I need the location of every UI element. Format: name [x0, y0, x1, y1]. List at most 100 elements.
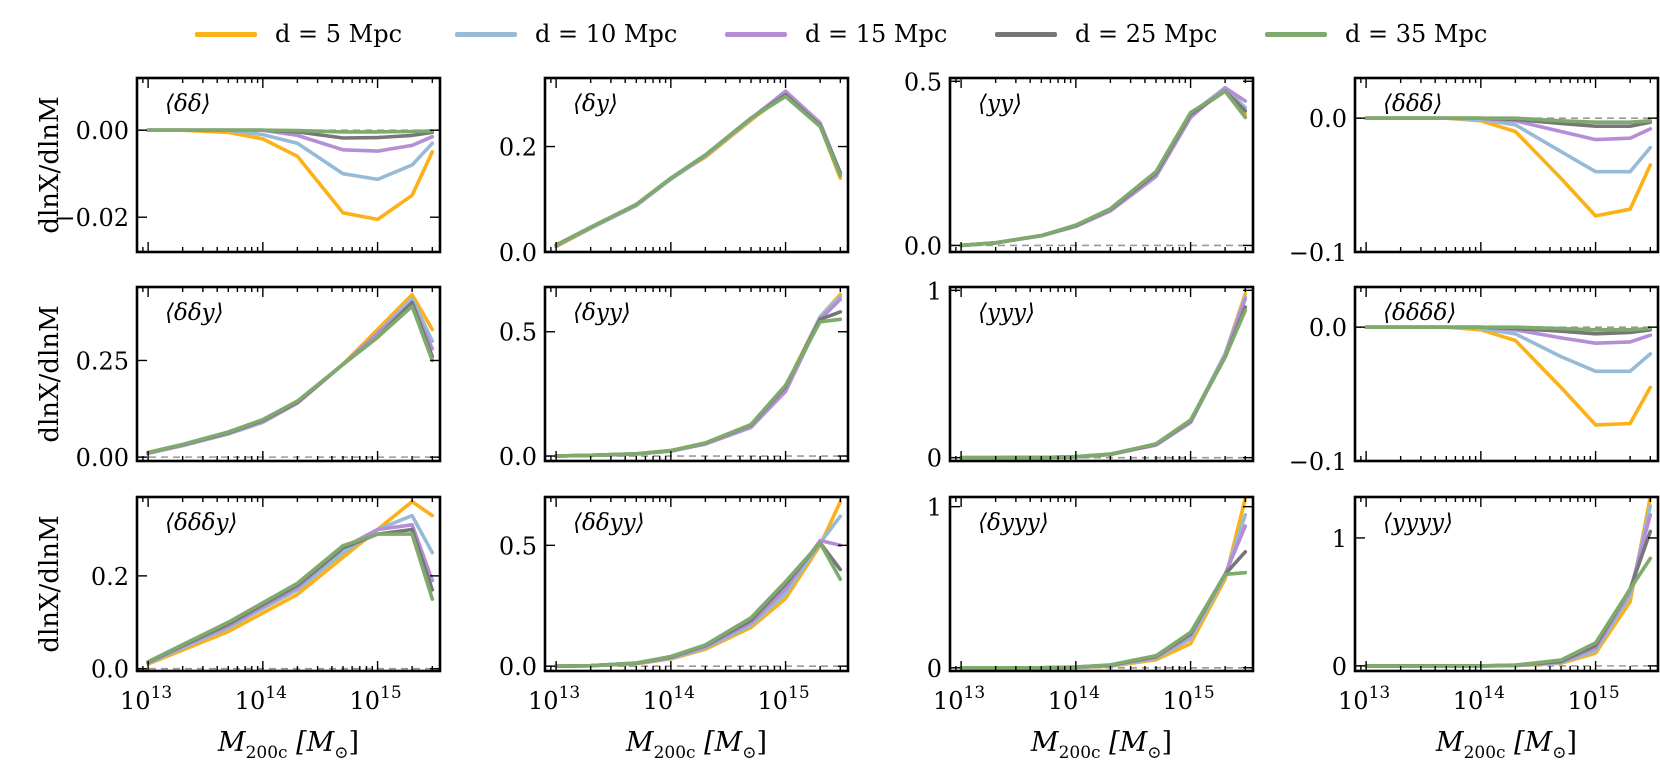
y-tick-label: 1: [927, 494, 942, 522]
x-tick-label: 1015: [1567, 683, 1619, 715]
series-line-10mpc: [959, 512, 1248, 670]
series-line-35mpc: [146, 532, 435, 664]
panel-frame: [543, 495, 850, 673]
panel-label: ⟨δδδ⟩: [1383, 91, 1443, 117]
y-tick-label: 0.5: [904, 68, 942, 96]
y-tick-label: 0.0: [499, 239, 537, 267]
x-tick-label: 1013: [528, 683, 580, 715]
series-line-5mpc: [146, 499, 435, 666]
y-tick-label: 0.0: [91, 656, 129, 684]
series-line-5mpc: [1364, 116, 1653, 218]
y-tick-label: 1: [1332, 525, 1347, 553]
y-tick-label: 0.25: [76, 347, 129, 375]
panel-label: ⟨δδ⟩: [165, 91, 211, 117]
legend-label-d15: d = 15 Mpc: [805, 20, 948, 48]
y-tick-label: 0.0: [1309, 105, 1347, 133]
legend-swatch-d25: [995, 31, 1057, 37]
legend-swatch-d5: [195, 31, 257, 37]
series-line-35mpc: [1364, 556, 1653, 668]
panel-frame: [135, 285, 442, 463]
y-axis-label: dlnX/dlnM: [35, 305, 65, 442]
series-line-35mpc: [146, 128, 435, 134]
y-tick-label: −0.02: [55, 204, 129, 232]
panel-label: ⟨δδy⟩: [165, 300, 224, 326]
panel-label: ⟨yyy⟩: [978, 300, 1035, 326]
y-axis-label: dlnX/dlnM: [35, 515, 65, 652]
y-tick-label: 0.00: [76, 117, 129, 145]
x-tick-label: 1014: [1048, 683, 1100, 715]
x-tick-label: 1013: [1338, 683, 1390, 715]
x-tick-label: 1014: [1453, 683, 1505, 715]
y-tick-label: 0.00: [76, 444, 129, 472]
x-tick-label: 1013: [933, 683, 985, 715]
legend-label-d10: d = 10 Mpc: [535, 20, 678, 48]
legend-label-d25: d = 25 Mpc: [1075, 20, 1218, 48]
panel-10: 0.0 0.5 ⟨δδyy⟩ 1013 1014 1015 M200c [M⊙]: [499, 495, 850, 760]
panel-9: 0.0 0.2 ⟨δδδy⟩ 1013 1014 1015 M200c [M⊙] dlnX/d…: [35, 495, 442, 760]
panel-frame: [1353, 285, 1660, 463]
legend-swatch-d15: [725, 31, 787, 37]
panel-label: ⟨δδδy⟩: [165, 510, 237, 536]
legend-swatch-d10: [455, 31, 517, 37]
y-tick-label: 1: [927, 277, 942, 305]
panel-6: 0.0 0.5 ⟨δyy⟩: [499, 285, 850, 471]
x-axis-label: M200c [M⊙]: [625, 727, 767, 760]
series-line-10mpc: [554, 514, 843, 668]
panel-1: 0.00 −0.02 ⟨δδ⟩ dlnX/dlnM: [35, 76, 442, 254]
x-tick-label: 1015: [1162, 683, 1214, 715]
panel-label: ⟨δδδδ⟩: [1383, 300, 1456, 326]
series-line-35mpc: [146, 304, 435, 455]
legend-item-d25: d = 25 Mpc: [995, 14, 1217, 54]
series-line-25mpc: [554, 310, 843, 458]
panel-2: 0.0 0.2 ⟨δy⟩: [499, 76, 850, 267]
panel-frame: [948, 495, 1255, 673]
y-axis-label: dlnX/dlnM: [35, 96, 65, 233]
series-line-35mpc: [554, 94, 843, 247]
legend-item-d15: d = 15 Mpc: [725, 14, 947, 54]
x-axis-label: M200c [M⊙]: [1030, 727, 1172, 760]
panel-frame: [1353, 76, 1660, 254]
y-tick-label: 0.5: [499, 532, 537, 560]
series-line-35mpc: [959, 570, 1248, 670]
x-tick-label: 1014: [643, 683, 695, 715]
series-line-35mpc: [1364, 116, 1653, 124]
series-line-35mpc: [959, 89, 1248, 248]
panel-label: ⟨δy⟩: [573, 91, 618, 117]
y-tick-label: 0.5: [499, 319, 537, 347]
panel-frame: [135, 76, 442, 254]
legend-swatch-d35: [1265, 31, 1327, 37]
panel-3: 0.0 0.5 ⟨yy⟩: [904, 68, 1255, 260]
y-tick-label: −0.1: [1289, 448, 1347, 476]
x-axis-label: M200c [M⊙]: [1435, 727, 1577, 760]
panel-4: 0.0 −0.1 ⟨δδδ⟩: [1289, 76, 1660, 267]
panel-label: ⟨yyyy⟩: [1383, 510, 1453, 536]
panel-frame: [948, 285, 1255, 463]
series-line-25mpc: [1364, 529, 1653, 668]
panel-11: 0 1 ⟨δyyy⟩ 1013 1014 1015 M200c [M⊙]: [927, 494, 1255, 760]
y-tick-label: 0: [927, 445, 942, 473]
panel-label: ⟨δyyy⟩: [978, 510, 1049, 536]
panel-5: 0.00 0.25 ⟨δδy⟩ dlnX/dlnM: [35, 285, 442, 472]
panel-12: 0 1 ⟨yyyy⟩ 1013 1014 1015 M200c [M⊙]: [1332, 495, 1660, 760]
legend-label-d35: d = 35 Mpc: [1345, 20, 1488, 48]
y-tick-label: 0.2: [91, 563, 129, 591]
series-line-25mpc: [959, 305, 1248, 460]
series-line-35mpc: [554, 541, 843, 668]
panel-label: ⟨δyy⟩: [573, 300, 631, 326]
y-tick-label: 0: [927, 655, 942, 683]
panel-label: ⟨δδyy⟩: [573, 510, 645, 536]
x-tick-label: 1015: [349, 683, 401, 715]
panel-frame: [543, 76, 850, 254]
panel-8: 0.0 −0.1 ⟨δδδδ⟩: [1289, 285, 1660, 476]
x-tick-label: 1013: [120, 683, 172, 715]
y-tick-label: 0: [1332, 653, 1347, 681]
panel-label: ⟨yy⟩: [978, 91, 1022, 117]
y-tick-label: 0.0: [499, 443, 537, 471]
legend-item-d35: d = 35 Mpc: [1265, 14, 1487, 54]
y-tick-label: 0.0: [1309, 314, 1347, 342]
panel-7: 0 1 ⟨yyy⟩: [927, 277, 1255, 473]
y-tick-label: −0.1: [1289, 239, 1347, 267]
panel-frame: [948, 76, 1255, 254]
y-tick-label: 0.2: [499, 134, 537, 162]
